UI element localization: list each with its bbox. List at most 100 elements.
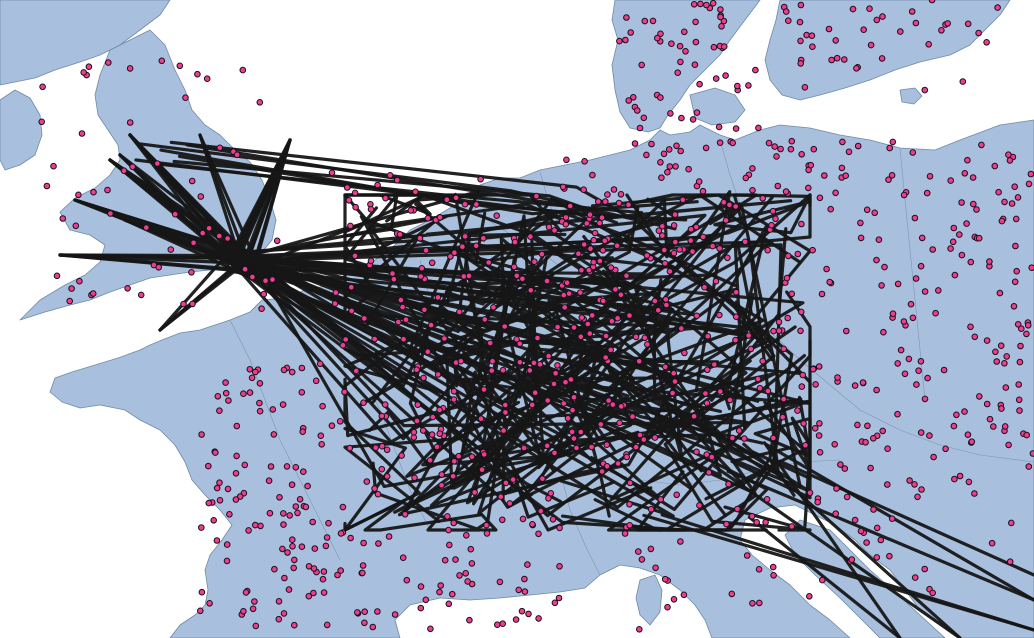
airport-point[interactable] <box>690 1 698 8</box>
airport-point[interactable] <box>843 493 851 501</box>
airport-point[interactable] <box>473 201 480 208</box>
airport-point[interactable] <box>905 355 913 363</box>
airport-point[interactable] <box>577 428 585 436</box>
airport-point[interactable] <box>456 308 463 316</box>
airport-point[interactable] <box>784 314 792 322</box>
airport-point[interactable] <box>578 314 586 321</box>
airport-point[interactable] <box>842 172 850 179</box>
airport-point[interactable] <box>447 253 454 260</box>
airport-point[interactable] <box>690 413 698 420</box>
airport-point[interactable] <box>914 493 921 501</box>
airport-point[interactable] <box>762 519 769 526</box>
airport-point[interactable] <box>971 490 978 497</box>
airport-point[interactable] <box>489 357 496 365</box>
airport-point[interactable] <box>657 496 665 503</box>
airport-point[interactable] <box>965 478 973 486</box>
airport-point[interactable] <box>167 246 175 253</box>
airport-point[interactable] <box>802 441 809 449</box>
airport-point[interactable] <box>797 1 805 9</box>
airport-point[interactable] <box>285 586 293 593</box>
airport-point[interactable] <box>929 589 937 597</box>
airport-point[interactable] <box>438 471 446 478</box>
airport-point[interactable] <box>279 545 286 553</box>
airport-point[interactable] <box>679 196 687 204</box>
airport-point[interactable] <box>785 252 792 260</box>
airport-point[interactable] <box>359 562 367 569</box>
airport-point[interactable] <box>294 509 301 517</box>
airport-point[interactable] <box>759 195 767 202</box>
airport-point[interactable] <box>693 109 701 116</box>
airport-point[interactable] <box>935 287 942 294</box>
airport-point[interactable] <box>499 366 507 374</box>
airport-point[interactable] <box>741 238 749 246</box>
airport-point[interactable] <box>389 270 396 277</box>
airport-point[interactable] <box>1011 183 1019 190</box>
airport-point[interactable] <box>932 309 939 317</box>
airport-point[interactable] <box>556 524 563 532</box>
airport-point[interactable] <box>809 365 817 373</box>
airport-point[interactable] <box>343 184 351 191</box>
airport-point[interactable] <box>527 233 534 240</box>
airport-point[interactable] <box>725 480 732 488</box>
airport-point[interactable] <box>560 400 568 407</box>
airport-point[interactable] <box>1023 330 1030 338</box>
airport-point[interactable] <box>305 592 313 600</box>
airport-point[interactable] <box>889 138 897 146</box>
airport-point[interactable] <box>225 397 232 404</box>
airport-point[interactable] <box>838 164 846 172</box>
airport-point[interactable] <box>894 360 902 367</box>
airport-point[interactable] <box>39 83 46 91</box>
airport-point[interactable] <box>623 14 630 21</box>
airport-point[interactable] <box>973 206 980 213</box>
airport-point[interactable] <box>424 215 432 222</box>
airport-point[interactable] <box>413 417 421 425</box>
airport-point[interactable] <box>433 443 441 451</box>
airport-point[interactable] <box>862 439 869 446</box>
airport-point[interactable] <box>424 348 432 356</box>
airport-point[interactable] <box>828 56 835 64</box>
airport-point[interactable] <box>518 607 526 615</box>
airport-point[interactable] <box>897 346 905 354</box>
airport-point[interactable] <box>859 379 867 386</box>
airport-point[interactable] <box>917 429 925 436</box>
airport-point[interactable] <box>643 252 651 259</box>
airport-point[interactable] <box>449 590 456 598</box>
airport-point[interactable] <box>949 238 957 246</box>
airport-point[interactable] <box>723 520 730 528</box>
airport-point[interactable] <box>806 489 814 497</box>
airport-point[interactable] <box>782 188 790 195</box>
airport-point[interactable] <box>1028 264 1034 271</box>
airport-point[interactable] <box>998 217 1006 225</box>
airport-point[interactable] <box>206 600 213 607</box>
airport-point[interactable] <box>671 211 679 218</box>
airport-point[interactable] <box>673 142 680 150</box>
airport-point[interactable] <box>867 464 874 472</box>
airport-point[interactable] <box>636 431 644 439</box>
airport-point[interactable] <box>563 156 570 164</box>
airport-point[interactable] <box>915 367 922 375</box>
airport-point[interactable] <box>280 510 287 517</box>
airport-point[interactable] <box>267 463 275 470</box>
airport-point[interactable] <box>950 224 958 232</box>
airport-point[interactable] <box>860 26 868 34</box>
airport-point[interactable] <box>602 332 610 340</box>
airport-point[interactable] <box>533 192 540 200</box>
airport-point[interactable] <box>626 501 633 508</box>
airport-point[interactable] <box>617 403 625 410</box>
airport-point[interactable] <box>873 554 881 561</box>
airport-point[interactable] <box>214 393 222 400</box>
airport-point[interactable] <box>256 407 264 415</box>
airport-point[interactable] <box>617 191 625 198</box>
airport-point[interactable] <box>351 189 359 197</box>
airport-point[interactable] <box>203 75 211 82</box>
airport-point[interactable] <box>969 174 977 181</box>
airport-point[interactable] <box>794 407 801 414</box>
airport-point[interactable] <box>463 532 470 539</box>
airport-point[interactable] <box>669 389 676 397</box>
airport-point[interactable] <box>393 176 401 184</box>
airport-point[interactable] <box>975 29 982 37</box>
airport-point[interactable] <box>216 497 224 504</box>
airport-point[interactable] <box>853 65 860 72</box>
airport-point[interactable] <box>252 622 260 630</box>
airport-point[interactable] <box>269 276 276 283</box>
